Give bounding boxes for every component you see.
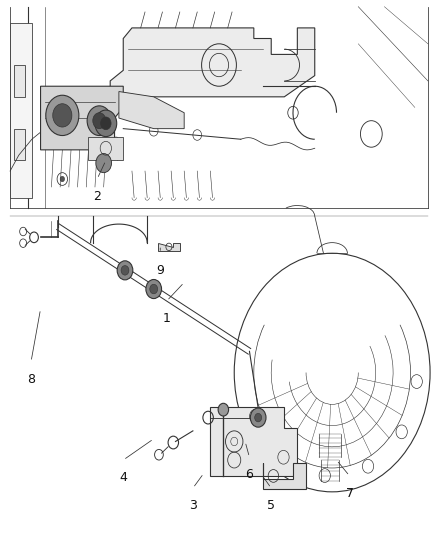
Polygon shape bbox=[262, 463, 306, 489]
Polygon shape bbox=[110, 28, 315, 97]
Polygon shape bbox=[10, 22, 32, 198]
Circle shape bbox=[117, 261, 133, 280]
Circle shape bbox=[150, 284, 158, 294]
Text: 6: 6 bbox=[246, 468, 254, 481]
Circle shape bbox=[218, 403, 229, 416]
Circle shape bbox=[46, 95, 79, 135]
Text: 7: 7 bbox=[346, 487, 353, 499]
Text: 5: 5 bbox=[267, 499, 275, 512]
Polygon shape bbox=[41, 86, 123, 150]
Text: 3: 3 bbox=[189, 499, 197, 512]
Circle shape bbox=[87, 106, 112, 135]
Circle shape bbox=[95, 110, 117, 136]
Polygon shape bbox=[14, 65, 25, 97]
Circle shape bbox=[251, 408, 266, 427]
Text: 9: 9 bbox=[156, 264, 164, 277]
Circle shape bbox=[60, 176, 64, 182]
Polygon shape bbox=[210, 407, 297, 476]
Text: 1: 1 bbox=[163, 312, 171, 325]
Polygon shape bbox=[158, 243, 180, 251]
Text: 8: 8 bbox=[27, 373, 35, 385]
Circle shape bbox=[146, 279, 162, 298]
Text: 4: 4 bbox=[119, 471, 127, 483]
Polygon shape bbox=[88, 136, 123, 160]
Circle shape bbox=[121, 265, 129, 275]
Text: 2: 2 bbox=[93, 190, 101, 203]
Circle shape bbox=[53, 104, 72, 127]
Polygon shape bbox=[14, 128, 25, 160]
Circle shape bbox=[96, 154, 112, 173]
Polygon shape bbox=[119, 92, 184, 128]
Circle shape bbox=[101, 117, 111, 130]
Circle shape bbox=[93, 113, 106, 128]
Circle shape bbox=[254, 414, 261, 422]
